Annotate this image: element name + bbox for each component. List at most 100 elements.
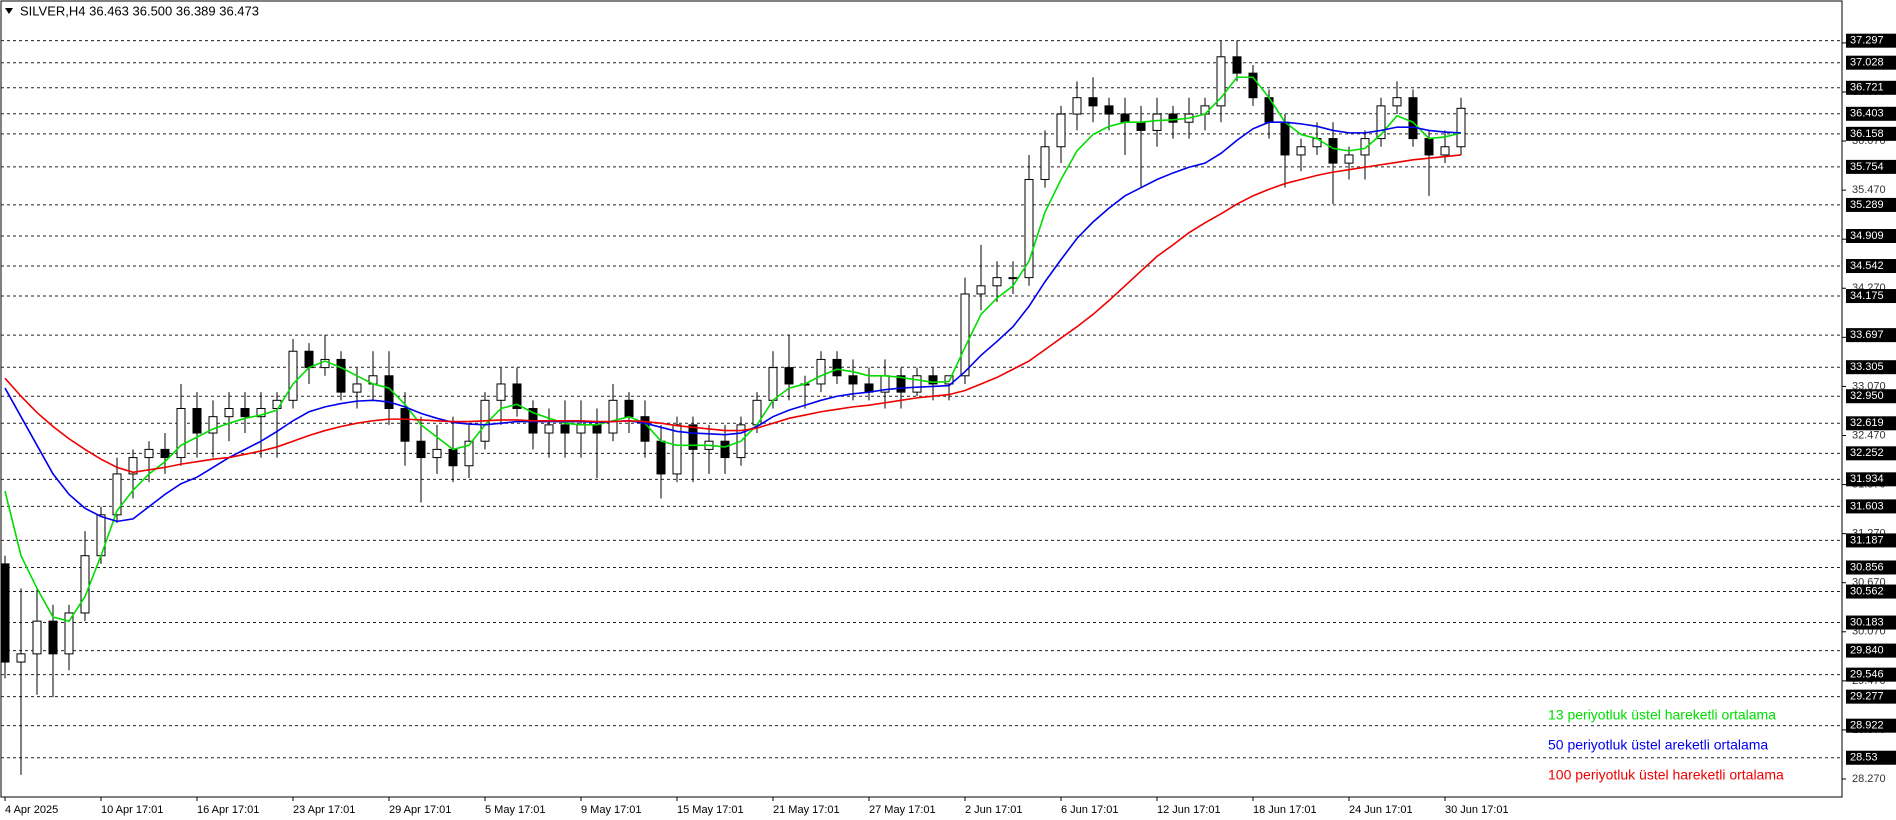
level-label-box: [1846, 159, 1896, 174]
candle-body: [64, 612, 74, 655]
candle-body: [784, 367, 794, 385]
ema-line: [4, 76, 1462, 623]
level-label: 37.028: [1850, 57, 1884, 69]
candle-body: [1120, 113, 1130, 123]
candle-body: [624, 399, 634, 418]
level-label-box: [1846, 360, 1896, 375]
level-label: 35.754: [1850, 161, 1884, 173]
candle-body: [352, 383, 362, 393]
level-label-box: [1846, 197, 1896, 212]
level-label-box: [1846, 560, 1896, 575]
candle-body: [576, 424, 586, 434]
level-label: 35.289: [1850, 199, 1884, 211]
x-tick-label: 4 Apr 2025: [5, 804, 58, 816]
level-label-box: [1846, 229, 1896, 244]
candle-body: [336, 358, 346, 393]
level-label: 32.252: [1850, 447, 1884, 459]
level-label: 30.856: [1850, 561, 1884, 573]
x-tick-label: 9 May 17:01: [581, 804, 642, 816]
level-label: 32.619: [1850, 417, 1884, 429]
candle-body: [912, 375, 922, 393]
y-tick-label: 32.470: [1852, 429, 1886, 441]
level-label: 28.922: [1850, 720, 1884, 732]
y-tick-label: 35.470: [1852, 184, 1886, 196]
x-tick-label: 15 May 17:01: [677, 804, 744, 816]
level-label: 34.175: [1850, 290, 1884, 302]
candle-body: [0, 563, 10, 663]
level-label-box: [1846, 689, 1896, 704]
level-label-box: [1846, 106, 1896, 121]
candle-body: [1136, 121, 1146, 131]
x-tick-label: 29 Apr 17:01: [389, 804, 451, 816]
level-label-box: [1846, 389, 1896, 404]
candle-body: [1376, 105, 1386, 140]
candle-body: [160, 448, 170, 459]
candle-body: [560, 424, 570, 434]
candle-body: [688, 424, 698, 450]
candle-body: [48, 620, 58, 655]
level-label: 33.697: [1850, 329, 1884, 341]
ema-line: [4, 121, 1462, 523]
x-tick-label: 6 Jun 17:01: [1061, 804, 1119, 816]
candle-body: [496, 383, 506, 401]
level-label-box: [1846, 499, 1896, 514]
x-tick-label: 5 May 17:01: [485, 804, 546, 816]
candle-body: [512, 383, 522, 409]
ema-line: [4, 154, 1462, 474]
level-label: 29.277: [1850, 691, 1884, 703]
candle-body: [1424, 138, 1434, 156]
candle-body: [656, 440, 666, 475]
candle-body: [304, 350, 314, 369]
candle-body: [592, 424, 602, 434]
x-tick-label: 30 Jun 17:01: [1445, 804, 1509, 816]
x-tick-label: 10 Apr 17:01: [101, 804, 163, 816]
level-label: 37.297: [1850, 35, 1884, 47]
level-label: 28.53: [1850, 752, 1878, 764]
chart-title: SILVER,H4 36.463 36.500 36.389 36.473: [20, 3, 259, 18]
x-tick-label: 18 Jun 17:01: [1253, 804, 1317, 816]
candle-body: [16, 653, 26, 663]
candle-body: [208, 416, 218, 434]
level-label: 31.187: [1850, 534, 1884, 546]
candle-body: [1072, 97, 1082, 115]
level-label-box: [1846, 33, 1896, 48]
candle-body: [192, 407, 202, 434]
level-label-box: [1846, 643, 1896, 658]
level-label-box: [1846, 289, 1896, 304]
candle-body: [128, 457, 138, 475]
candle-body: [1328, 138, 1338, 164]
candle-body: [144, 448, 154, 459]
level-label: 34.909: [1850, 230, 1884, 242]
candle-body: [1168, 113, 1178, 123]
level-label-box: [1846, 80, 1896, 95]
candle-body: [288, 350, 298, 401]
candle-body: [992, 277, 1002, 287]
level-label: 31.603: [1850, 500, 1884, 512]
candle-body: [1216, 56, 1226, 107]
level-label-box: [1846, 472, 1896, 487]
level-label-box: [1846, 328, 1896, 343]
candle-body: [112, 473, 122, 516]
level-label-box: [1846, 416, 1896, 431]
y-tick-label: 28.270: [1852, 773, 1886, 785]
level-label-box: [1846, 615, 1896, 630]
candle-body: [896, 375, 906, 393]
candle-body: [928, 375, 938, 385]
candle-body: [832, 358, 842, 377]
level-label: 36.403: [1850, 108, 1884, 120]
x-tick-label: 23 Apr 17:01: [293, 804, 355, 816]
level-label-box: [1846, 667, 1896, 682]
candle-body: [1024, 178, 1034, 279]
candle-body: [960, 293, 970, 377]
level-label-box: [1846, 55, 1896, 70]
candle-body: [432, 448, 442, 459]
candle-body: [80, 555, 90, 614]
level-label: 36.158: [1850, 128, 1884, 140]
candle-body: [1088, 97, 1098, 107]
candle-body: [464, 440, 474, 467]
candle-body: [544, 424, 554, 434]
level-label: 36.721: [1850, 82, 1884, 94]
legend-label: 13 periyotluk üstel hareketli ortalama: [1548, 707, 1776, 723]
